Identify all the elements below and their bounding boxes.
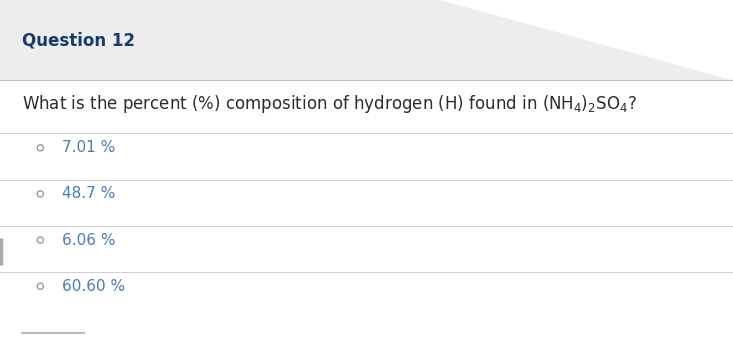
Text: 6.06 %: 6.06 % <box>62 233 116 248</box>
Polygon shape <box>0 0 733 80</box>
Text: What is the percent (%) composition of hydrogen (H) found in (NH$_4$)$_2$SO$_4$?: What is the percent (%) composition of h… <box>22 93 637 115</box>
Text: Question 12: Question 12 <box>22 31 135 49</box>
Text: 48.7 %: 48.7 % <box>62 186 116 201</box>
Text: 60.60 %: 60.60 % <box>62 279 125 294</box>
Text: 7.01 %: 7.01 % <box>62 140 116 155</box>
